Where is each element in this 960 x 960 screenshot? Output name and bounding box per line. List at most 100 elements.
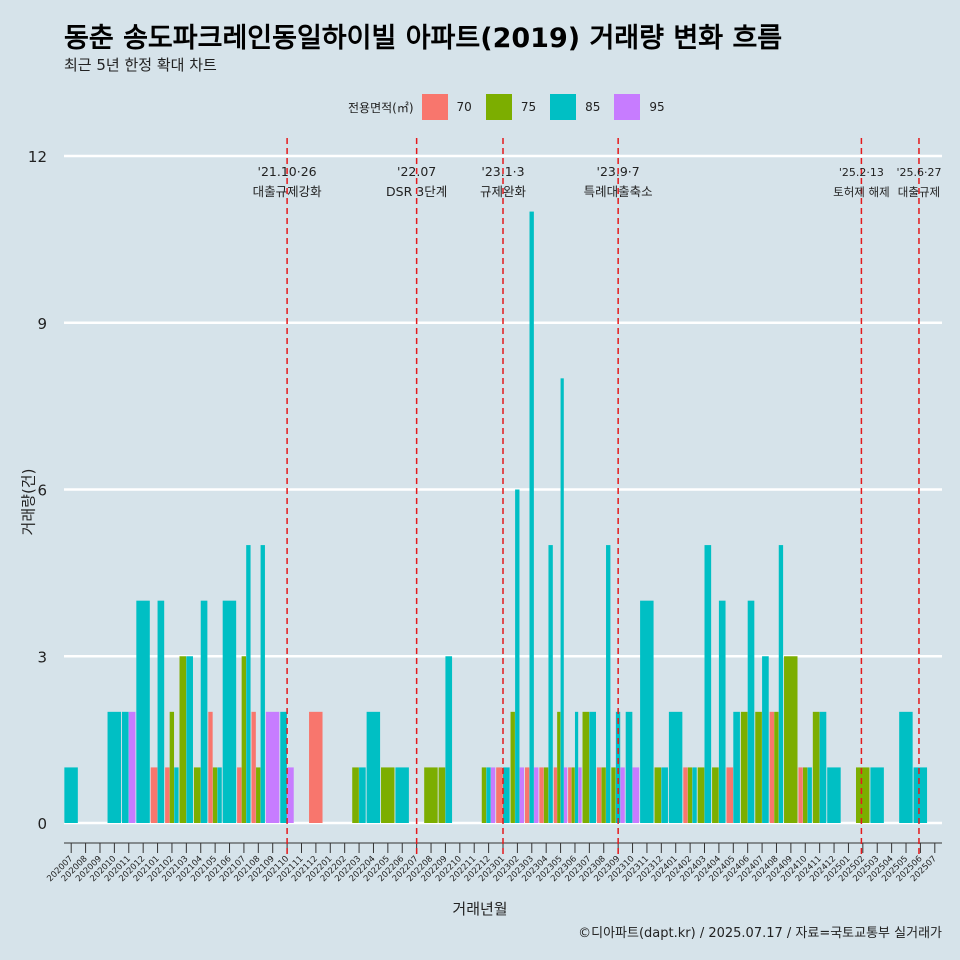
bar-202406-85: [747, 600, 755, 823]
bar-202208-75: [424, 767, 438, 823]
legend-swatch-95: [614, 94, 641, 120]
bar-202110-95: [287, 767, 294, 823]
bar-202212-75: [481, 767, 487, 823]
bar-202305-85: [560, 378, 564, 823]
bar-202306-70: [568, 767, 572, 823]
bar-202409-75: [784, 656, 798, 823]
chart-title: 동춘 송도파크레인동일하이빌 아파트(2019) 거래량 변화 흐름: [64, 23, 783, 54]
legend: 전용면적(㎡) 70 75 85 95: [348, 93, 679, 121]
y-tick-label-3: 3: [37, 648, 47, 666]
y-tick-label-9: 9: [37, 315, 47, 333]
bar-202302-75: [510, 711, 515, 823]
bar-202109-95: [265, 711, 280, 823]
bar-202203-75: [352, 767, 359, 823]
bar-202309-75: [611, 767, 616, 823]
bar-202102-85: [174, 767, 179, 823]
bar-202403-75: [697, 767, 705, 823]
bar-202212-95: [490, 767, 496, 823]
bar-202402-75: [687, 767, 693, 823]
bar-202305-75: [557, 711, 561, 823]
bar-202408-85: [778, 545, 784, 823]
bar-202303-95: [534, 767, 539, 823]
legend-item-85: 85: [550, 94, 608, 120]
event-label-2: 규제완화: [480, 184, 527, 199]
legend-label-95: 95: [649, 100, 665, 114]
bar-202301-85: [503, 767, 510, 823]
bar-202012-85: [136, 600, 150, 823]
bar-202209-85: [445, 656, 453, 823]
y-tick-label-6: 6: [37, 482, 47, 500]
bar-202402-70: [683, 767, 688, 823]
event-label-0: 대출규제강화: [253, 184, 323, 199]
bar-202102-75: [169, 711, 175, 823]
bar-202307-85: [589, 711, 596, 823]
event-date-5: '25.6·27: [896, 166, 941, 179]
event-date-3: '23.9·7: [597, 164, 640, 179]
event-label-3: 특례대출축소: [584, 184, 653, 199]
bar-202103-85: [186, 656, 193, 823]
bar-202406-75: [740, 711, 748, 823]
y-tick-label-0: 0: [37, 815, 47, 833]
bar-202410-85: [807, 767, 812, 823]
bar-202108-75: [256, 767, 261, 823]
bar-202310-95: [632, 767, 640, 823]
chart-subtitle: 최근 5년 한정 확대 차트: [64, 56, 217, 74]
bar-202408-70: [769, 711, 774, 823]
bar-202308-70: [596, 767, 602, 823]
bar-202105-85: [217, 767, 222, 823]
bar-202305-95: [563, 767, 568, 823]
bar-202103-75: [179, 656, 187, 823]
bar-202312-85: [661, 767, 668, 823]
bar-202306-85: [574, 711, 579, 823]
bar-202410-70: [798, 767, 803, 823]
bar-202303-85: [529, 211, 534, 824]
bar-202204-85: [366, 711, 381, 823]
bar-202107-85: [246, 545, 251, 823]
legend-swatch-85: [550, 94, 577, 120]
x-axis-label: 거래년월: [452, 900, 508, 918]
bar-202309-85: [615, 711, 621, 823]
bar-202108-85: [260, 545, 265, 823]
bar-202502-75: [855, 767, 870, 823]
bar-202108-70: [251, 711, 256, 823]
bar-202206-85: [395, 767, 409, 823]
bar-202304-70: [539, 767, 544, 823]
bar-202107-70: [237, 767, 242, 823]
bar-202405-85: [733, 711, 740, 823]
bar-202506-85: [913, 767, 928, 823]
bar-202407-75: [755, 711, 762, 823]
bar-202308-85: [606, 545, 611, 823]
bar-202410-75: [802, 767, 808, 823]
bar-202203-85: [359, 767, 366, 823]
event-date-4: '25.2·13: [839, 166, 884, 179]
bar-202401-85: [668, 711, 683, 823]
bar-202503-85: [870, 767, 884, 823]
legend-item-70: 70: [421, 94, 480, 120]
bar-202104-85: [200, 600, 208, 823]
bar-202411-85: [819, 711, 827, 823]
bar-202405-70: [726, 767, 734, 823]
bar-202205-75: [381, 767, 395, 823]
event-label-5: 대출규제: [898, 185, 940, 199]
bar-202101-70: [150, 767, 158, 823]
legend-swatch-75: [485, 94, 512, 120]
bar-202312-75: [654, 767, 662, 823]
y-axis-label: 거래량(건): [19, 468, 38, 536]
bar-202110-85: [280, 711, 287, 823]
event-date-0: '21.10·26: [258, 164, 317, 179]
source-caption: ©디아파트(dapt.kr) / 2025.07.17 / 자료=국토교통부 실…: [578, 926, 942, 941]
bar-202304-75: [543, 767, 549, 823]
bar-202209-75: [438, 767, 446, 823]
event-label-1: DSR 3단계: [386, 184, 447, 199]
bar-202302-85: [515, 489, 520, 823]
bar-202505-85: [899, 711, 913, 823]
legend-title: 전용면적(㎡): [348, 100, 414, 115]
bar-202112-70: [309, 711, 323, 823]
bar-202403-85: [704, 545, 712, 823]
bar-202306-75: [571, 767, 575, 823]
legend-item-95: 95: [614, 94, 672, 120]
bar-202402-85: [692, 767, 697, 823]
bar-202301-70: [496, 767, 503, 823]
event-date-1: '22.07: [397, 164, 436, 179]
